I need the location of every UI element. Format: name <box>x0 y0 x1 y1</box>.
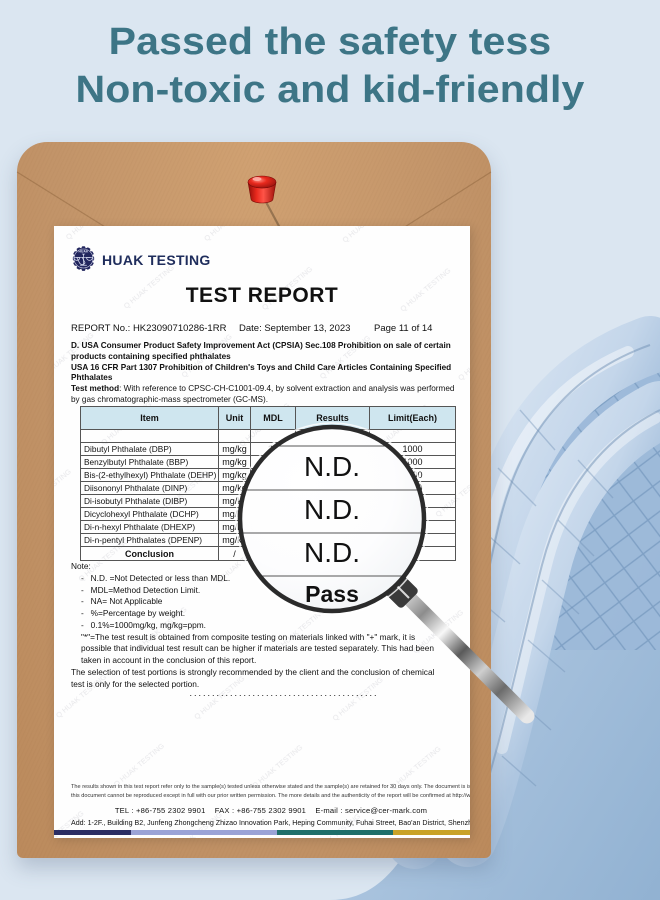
svg-text:HUAK: HUAK <box>78 250 89 254</box>
